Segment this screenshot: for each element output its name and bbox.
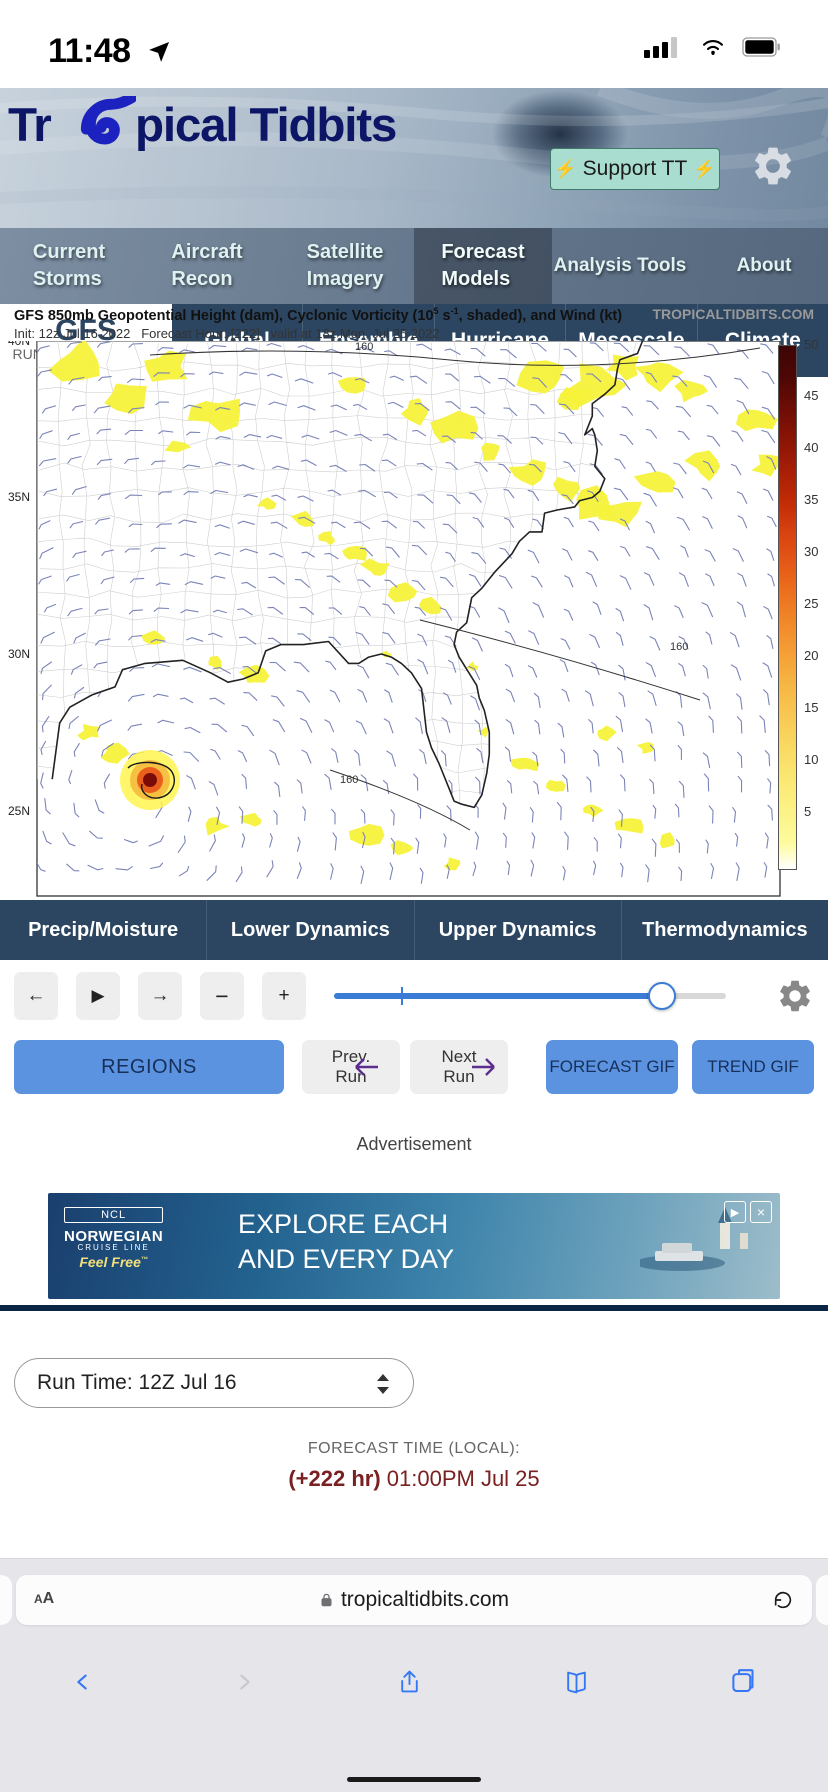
svg-text:160: 160: [355, 341, 373, 353]
svg-text:30N: 30N: [8, 647, 30, 661]
svg-text:40N: 40N: [8, 341, 30, 348]
svg-text:25N: 25N: [8, 804, 30, 818]
svg-text:160: 160: [670, 641, 688, 653]
svg-text:160: 160: [340, 774, 358, 786]
svg-text:35N: 35N: [8, 490, 30, 504]
